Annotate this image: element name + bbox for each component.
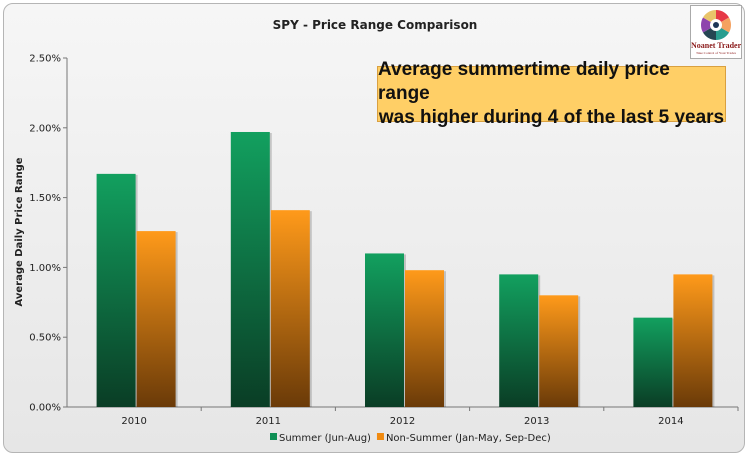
legend-swatch-summer <box>270 433 277 440</box>
y-tick-label: 0.00% <box>29 403 61 414</box>
noanet-trader-logo: Noanet Trader Take Control of Your Trade… <box>690 5 742 59</box>
y-tick-label: 2.50% <box>29 54 61 65</box>
annotation-line-2: was higher during 4 of the last 5 years <box>378 107 725 128</box>
bar-non-summer-2011 <box>270 210 310 407</box>
bar-summer-2011 <box>230 131 270 407</box>
x-tick-label-2014: 2014 <box>658 416 683 427</box>
y-tick-label: 1.50% <box>29 193 61 204</box>
x-tick-label-2011: 2011 <box>256 416 281 427</box>
bar-summer-2014 <box>633 317 673 407</box>
logo-tagline: Take Control of Your Trades <box>696 51 736 55</box>
bar-summer-2013 <box>499 274 539 407</box>
x-tick-label-2010: 2010 <box>121 416 146 427</box>
annotation-callout: Average summertime daily price range was… <box>377 59 726 128</box>
bar-summer-2012 <box>365 253 404 407</box>
x-tick-label-2013: 2013 <box>524 416 549 427</box>
color-wheel-icon <box>700 9 732 41</box>
legend-label-non-summer: Non-Summer (Jan-May, Sep-Dec) <box>386 433 551 444</box>
bar-non-summer-2013 <box>539 295 579 407</box>
y-tick-label: 2.00% <box>29 123 61 134</box>
bar-non-summer-2010 <box>136 231 176 407</box>
legend-label-summer: Summer (Jun-Aug) <box>279 433 371 444</box>
bar-non-summer-2012 <box>405 270 444 407</box>
y-tick-label: 0.50% <box>29 333 61 344</box>
y-tick-label: 1.00% <box>29 263 61 274</box>
logo-name: Noanet Trader <box>691 41 742 50</box>
legend: Summer (Jun-Aug) Non-Summer (Jan-May, Sep… <box>270 433 551 444</box>
bar-summer-2010 <box>96 173 136 407</box>
plot-area: 0.00% 0.50% 1.00% 1.50% 2.00% 2.50% 2010 2011 20… <box>29 54 739 427</box>
bar-non-summer-2014 <box>673 274 713 407</box>
legend-swatch-non-summer <box>376 433 384 440</box>
y-axis-label: Average Daily Price Range <box>14 157 25 306</box>
x-tick-label-2012: 2012 <box>390 416 415 427</box>
annotation-line-1: Average summertime daily price range <box>378 59 670 104</box>
chart-title: SPY - Price Range Comparison <box>273 18 478 32</box>
